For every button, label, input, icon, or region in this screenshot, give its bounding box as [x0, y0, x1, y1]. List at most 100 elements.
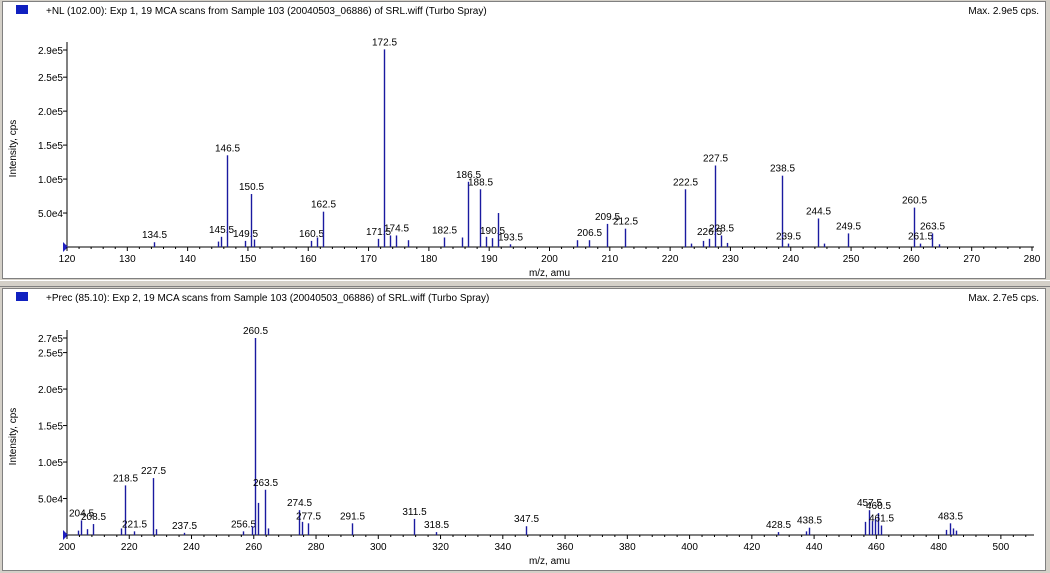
- y-tick-label: 2.0e5: [38, 385, 63, 396]
- peak-label: 483.5: [938, 511, 963, 522]
- peak-label: 149.5: [233, 229, 258, 240]
- peak-label: 263.5: [253, 478, 278, 489]
- pane-max-intensity: Max. 2.7e5 cps.: [968, 293, 1039, 304]
- peak-label: 237.5: [172, 521, 197, 532]
- x-tick-label: 280: [1024, 254, 1041, 265]
- peak-label: 261.5: [908, 232, 933, 243]
- x-tick-label: 220: [662, 254, 679, 265]
- peak-label: 460.5: [866, 501, 891, 512]
- pane-marker-icon[interactable]: [16, 5, 28, 14]
- pane-splitter[interactable]: [0, 280, 1050, 287]
- pane-title: +NL (102.00): Exp 1, 19 MCA scans from S…: [46, 6, 487, 17]
- x-tick-label: 340: [494, 542, 511, 553]
- spectrum-chart-2[interactable]: 200 220 240 260 280 300 320 340 360 380 400 420 440 4…: [3, 289, 1045, 570]
- peak-label: 428.5: [766, 520, 791, 531]
- peak-label: 160.5: [299, 229, 324, 240]
- peak-label: 238.5: [770, 164, 795, 175]
- peak-label: 277.5: [296, 511, 321, 522]
- x-tick-label: 460: [868, 542, 885, 553]
- origin-marker-icon: [63, 242, 68, 252]
- peak-label: 162.5: [311, 200, 336, 211]
- x-tick-label: 260: [903, 254, 920, 265]
- x-tick-label: 120: [59, 254, 76, 265]
- spectrum-pane-2: +Prec (85.10): Exp 2, 19 MCA scans from …: [2, 288, 1046, 571]
- x-tick-label: 300: [370, 542, 387, 553]
- x-tick-label: 170: [360, 254, 377, 265]
- peak-label: 174.5: [384, 223, 409, 234]
- pane-header: +Prec (85.10): Exp 2, 19 MCA scans from …: [3, 289, 1045, 307]
- y-tick-label: 1.0e5: [38, 175, 63, 186]
- y-axis-label: Intensity, cps: [8, 408, 19, 466]
- peak-label: 209.5: [595, 212, 620, 223]
- peak-label: 226.5: [697, 227, 722, 238]
- x-tick-label: 440: [806, 542, 823, 553]
- peak-label: 193.5: [498, 232, 523, 243]
- y-tick-label: 5.0e4: [38, 209, 63, 220]
- x-tick-label: 140: [179, 254, 196, 265]
- x-tick-label: 270: [963, 254, 980, 265]
- peak-label: 260.5: [243, 326, 268, 337]
- peak-label: 249.5: [836, 221, 861, 232]
- pane-marker-icon[interactable]: [16, 292, 28, 301]
- y-tick-label: 1.0e5: [38, 458, 63, 469]
- x-tick-label: 320: [432, 542, 449, 553]
- peak-label: 190.5: [480, 226, 505, 237]
- peak-label: 172.5: [372, 37, 397, 48]
- peak-label: 260.5: [902, 196, 927, 207]
- peak-label: 221.5: [122, 519, 147, 530]
- x-tick-label: 250: [843, 254, 860, 265]
- peak-label: 171.5: [366, 227, 391, 238]
- spectrum-pane-1: +NL (102.00): Exp 1, 19 MCA scans from S…: [2, 1, 1046, 279]
- x-tick-label: 160: [300, 254, 317, 265]
- x-tick-label: 190: [481, 254, 498, 265]
- peak-label: 274.5: [287, 498, 312, 509]
- peak-label: 244.5: [806, 206, 831, 217]
- y-tick-label: 1.5e5: [38, 141, 63, 152]
- peak-label: 206.5: [577, 228, 602, 239]
- x-tick-label: 260: [245, 542, 262, 553]
- x-axis-label: m/z, amu: [529, 268, 570, 278]
- y-tick-label: 2.7e5: [38, 334, 63, 345]
- x-tick-label: 480: [930, 542, 947, 553]
- x-tick-label: 130: [119, 254, 136, 265]
- peak-label: 227.5: [703, 153, 728, 164]
- origin-marker-icon: [63, 530, 68, 540]
- x-tick-label: 420: [743, 542, 760, 553]
- y-tick-label: 2.5e5: [38, 349, 63, 360]
- x-tick-label: 200: [59, 542, 76, 553]
- y-tick-label: 2.9e5: [38, 46, 63, 57]
- x-axis-label: m/z, amu: [529, 556, 570, 567]
- spectrum-chart-1[interactable]: 120 130 140 150 160 170 180 190 200 210 220 230 240 2…: [3, 2, 1045, 278]
- peak-label: 457.5: [857, 498, 882, 509]
- x-tick-label: 210: [601, 254, 618, 265]
- peak-label: 145.5: [209, 225, 234, 236]
- x-tick-label: 180: [421, 254, 438, 265]
- y-tick-label: 1.5e5: [38, 422, 63, 433]
- pane-header: +NL (102.00): Exp 1, 19 MCA scans from S…: [3, 2, 1045, 20]
- x-tick-label: 500: [993, 542, 1010, 553]
- peak-label: 311.5: [402, 507, 427, 518]
- peak-label: 208.5: [81, 512, 106, 523]
- peak-label: 188.5: [468, 177, 493, 188]
- y-tick-label: 2.0e5: [38, 107, 63, 118]
- peak-label: 438.5: [797, 516, 822, 527]
- peak-label: 256.5: [231, 519, 256, 530]
- y-tick-label: 2.5e5: [38, 73, 63, 84]
- x-tick-label: 150: [240, 254, 257, 265]
- x-tick-label: 240: [782, 254, 799, 265]
- peak-label: 182.5: [432, 225, 457, 236]
- peak-label: 222.5: [673, 177, 698, 188]
- x-tick-label: 400: [681, 542, 698, 553]
- x-tick-label: 230: [722, 254, 739, 265]
- peak-label: 150.5: [239, 182, 264, 193]
- x-tick-label: 200: [541, 254, 558, 265]
- x-tick-label: 240: [183, 542, 200, 553]
- x-tick-label: 380: [619, 542, 636, 553]
- peak-label: 227.5: [141, 466, 166, 477]
- peak-label: 318.5: [424, 520, 449, 531]
- x-tick-label: 280: [308, 542, 325, 553]
- x-tick-label: 220: [121, 542, 138, 553]
- peak-label: 461.5: [869, 514, 894, 525]
- peak-label: 263.5: [920, 221, 945, 232]
- peak-label: 291.5: [340, 511, 365, 522]
